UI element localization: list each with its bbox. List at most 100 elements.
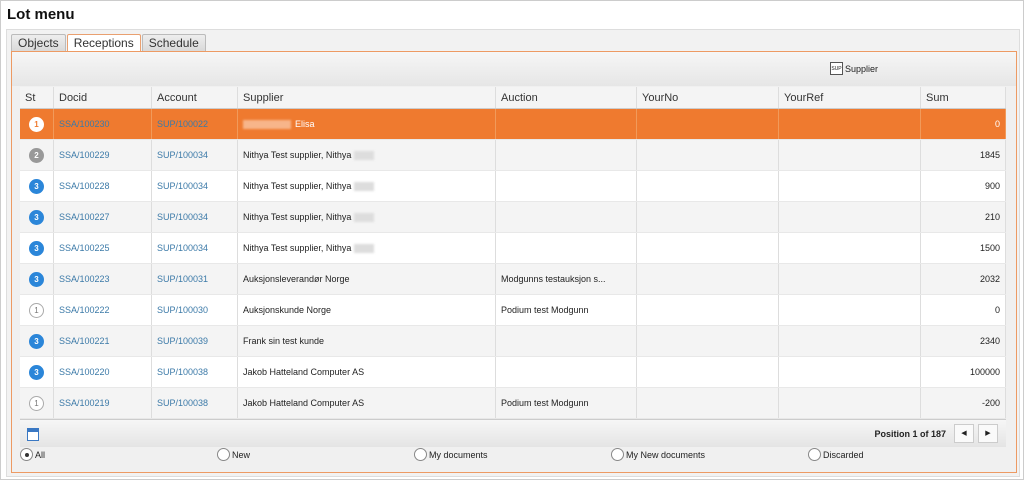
status-badge: 3 xyxy=(29,364,44,380)
cell-account: SUP/100030 xyxy=(152,295,238,325)
cell-docid: SSA/100220 xyxy=(54,357,152,387)
sum-value: 0 xyxy=(994,305,1000,315)
supplier-button[interactable]: SUP Supplier xyxy=(830,62,878,75)
page-title: Lot menu xyxy=(7,6,75,23)
cell-yourno xyxy=(637,295,779,325)
cell-supplier: Elisa xyxy=(238,109,496,139)
tab-receptions[interactable]: Receptions xyxy=(66,34,141,53)
status-badge: 1 xyxy=(29,116,44,132)
docid-value[interactable]: SSA/100219 xyxy=(59,398,110,408)
radio-circle-icon[interactable] xyxy=(611,448,624,461)
filter-radio-all[interactable]: All xyxy=(20,448,45,461)
cell-account: SUP/100034 xyxy=(152,233,238,263)
cell-yourno xyxy=(637,202,779,232)
table-row[interactable]: 1 SSA/100222 SUP/100030 Auksjonskunde Norge… xyxy=(20,295,1006,326)
column-header-account[interactable]: Account xyxy=(152,87,238,108)
cell-st: 3 xyxy=(20,171,54,201)
docid-value[interactable]: SSA/100227 xyxy=(59,212,110,222)
table-row[interactable]: 3 SSA/100227 SUP/100034 Nithya Test supplie… xyxy=(20,202,1006,233)
radio-circle-icon[interactable] xyxy=(414,448,427,461)
column-header-yourno[interactable]: YourNo xyxy=(637,87,779,108)
cell-st: 1 xyxy=(20,109,54,139)
cell-yourref xyxy=(779,326,921,356)
cell-account: SUP/100031 xyxy=(152,264,238,294)
radio-label: My documents xyxy=(429,449,488,460)
cell-sum: 2032 xyxy=(921,264,1006,294)
table-row[interactable]: 2 SSA/100229 SUP/100034 Nithya Test supplie… xyxy=(20,140,1006,171)
supplier-value: Nithya Test supplier, Nithya xyxy=(243,181,352,191)
supplier-value: Jakob Hatteland Computer AS xyxy=(243,367,365,377)
column-header-yourref[interactable]: YourRef xyxy=(779,87,921,108)
prev-button[interactable]: ◀ xyxy=(954,424,974,443)
table-row[interactable]: 1 SSA/100219 SUP/100038 Jakob Hatteland Com… xyxy=(20,388,1006,419)
redacted-text xyxy=(243,119,291,129)
account-value[interactable]: SUP/100034 xyxy=(157,150,209,160)
radio-circle-icon[interactable] xyxy=(808,448,821,461)
table-row[interactable]: 3 SSA/100225 SUP/100034 Nithya Test supplie… xyxy=(20,233,1006,264)
cell-docid: SSA/100221 xyxy=(54,326,152,356)
docid-value[interactable]: SSA/100230 xyxy=(59,119,110,129)
docid-value[interactable]: SSA/100228 xyxy=(59,181,110,191)
cell-yourno xyxy=(637,233,779,263)
sum-value: 2340 xyxy=(979,336,1000,346)
table-row[interactable]: 3 SSA/100220 SUP/100038 Jakob Hatteland Com… xyxy=(20,357,1006,388)
docid-value[interactable]: SSA/100222 xyxy=(59,305,110,315)
filter-radio-my-documents[interactable]: My documents xyxy=(414,448,488,461)
cell-supplier: Auksjonsleverandør Norge xyxy=(238,264,496,294)
cell-docid: SSA/100223 xyxy=(54,264,152,294)
docid-value[interactable]: SSA/100229 xyxy=(59,150,110,160)
column-header-sum[interactable]: Sum xyxy=(921,87,1006,108)
receptions-grid: St Docid Account Supplier Auction YourNo YourR… xyxy=(20,87,1006,419)
radio-label: New xyxy=(232,449,251,460)
column-header-supplier[interactable]: Supplier xyxy=(238,87,496,108)
account-value[interactable]: SUP/100034 xyxy=(157,212,209,222)
column-header-auction[interactable]: Auction xyxy=(496,87,637,108)
auction-value: Podium test Modgunn xyxy=(501,398,589,408)
table-row[interactable]: 3 SSA/100223 SUP/100031 Auksjonsleverandør … xyxy=(20,264,1006,295)
table-row[interactable]: 3 SSA/100221 SUP/100039 Frank sin test kund… xyxy=(20,326,1006,357)
cell-supplier: Auksjonskunde Norge xyxy=(238,295,496,325)
tab-schedule[interactable]: Schedule xyxy=(141,34,206,52)
radio-circle-icon[interactable] xyxy=(20,448,33,461)
docid-value[interactable]: SSA/100220 xyxy=(59,367,110,377)
cell-account: SUP/100039 xyxy=(152,326,238,356)
cell-docid: SSA/100222 xyxy=(54,295,152,325)
column-header-st[interactable]: St xyxy=(20,87,54,108)
account-value[interactable]: SUP/100030 xyxy=(157,305,209,315)
docid-value[interactable]: SSA/100223 xyxy=(59,274,110,284)
cell-st: 3 xyxy=(20,357,54,387)
filter-radio-discarded[interactable]: Discarded xyxy=(808,448,864,461)
cell-auction xyxy=(496,140,637,170)
account-value[interactable]: SUP/100034 xyxy=(157,243,209,253)
column-header-docid[interactable]: Docid xyxy=(54,87,152,108)
sum-value: 1500 xyxy=(979,243,1000,253)
redacted-text xyxy=(354,150,375,160)
table-row[interactable]: 1 SSA/100230 SUP/100022 Elisa 0 xyxy=(20,109,1006,140)
cell-supplier: Nithya Test supplier, Nithya xyxy=(238,233,496,263)
table-row[interactable]: 3 SSA/100228 SUP/100034 Nithya Test supplie… xyxy=(20,171,1006,202)
sum-value: 900 xyxy=(984,181,1000,191)
cell-docid: SSA/100227 xyxy=(54,202,152,232)
account-value[interactable]: SUP/100022 xyxy=(157,119,209,129)
cell-st: 3 xyxy=(20,202,54,232)
tab-objects[interactable]: Objects xyxy=(11,34,66,52)
cell-yourref xyxy=(779,357,921,387)
radio-circle-icon[interactable] xyxy=(217,448,230,461)
filter-radio-new[interactable]: New xyxy=(217,448,250,461)
account-value[interactable]: SUP/100034 xyxy=(157,181,209,191)
grid-header: St Docid Account Supplier Auction YourNo YourR… xyxy=(20,87,1006,109)
cell-st: 1 xyxy=(20,295,54,325)
cell-supplier: Nithya Test supplier, Nithya xyxy=(238,202,496,232)
account-value[interactable]: SUP/100038 xyxy=(157,367,209,377)
filter-radio-my-new-documents[interactable]: My New documents xyxy=(611,448,705,461)
docid-value[interactable]: SSA/100221 xyxy=(59,336,110,346)
sum-value: 2032 xyxy=(979,274,1000,284)
add-document-icon[interactable] xyxy=(27,428,39,441)
account-value[interactable]: SUP/100031 xyxy=(157,274,209,284)
supplier-value: Auksjonsleverandør Norge xyxy=(243,274,350,284)
radio-label: My New documents xyxy=(626,449,706,460)
next-button[interactable]: ▶ xyxy=(978,424,998,443)
account-value[interactable]: SUP/100039 xyxy=(157,336,209,346)
docid-value[interactable]: SSA/100225 xyxy=(59,243,110,253)
account-value[interactable]: SUP/100038 xyxy=(157,398,209,408)
